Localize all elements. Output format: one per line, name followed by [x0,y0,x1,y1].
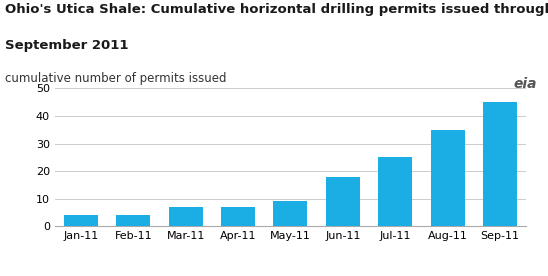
Bar [116,215,150,226]
Text: eia: eia [513,77,537,91]
Bar [378,157,412,226]
Text: cumulative number of permits issued: cumulative number of permits issued [5,72,227,85]
Bar [431,130,465,226]
Bar [169,207,203,226]
Bar [64,215,98,226]
Bar [221,207,255,226]
Bar [483,102,517,226]
Bar [326,177,360,226]
Text: Ohio's Utica Shale: Cumulative horizontal drilling permits issued through: Ohio's Utica Shale: Cumulative horizonta… [5,3,548,16]
Text: September 2011: September 2011 [5,39,129,52]
Bar [273,201,307,226]
